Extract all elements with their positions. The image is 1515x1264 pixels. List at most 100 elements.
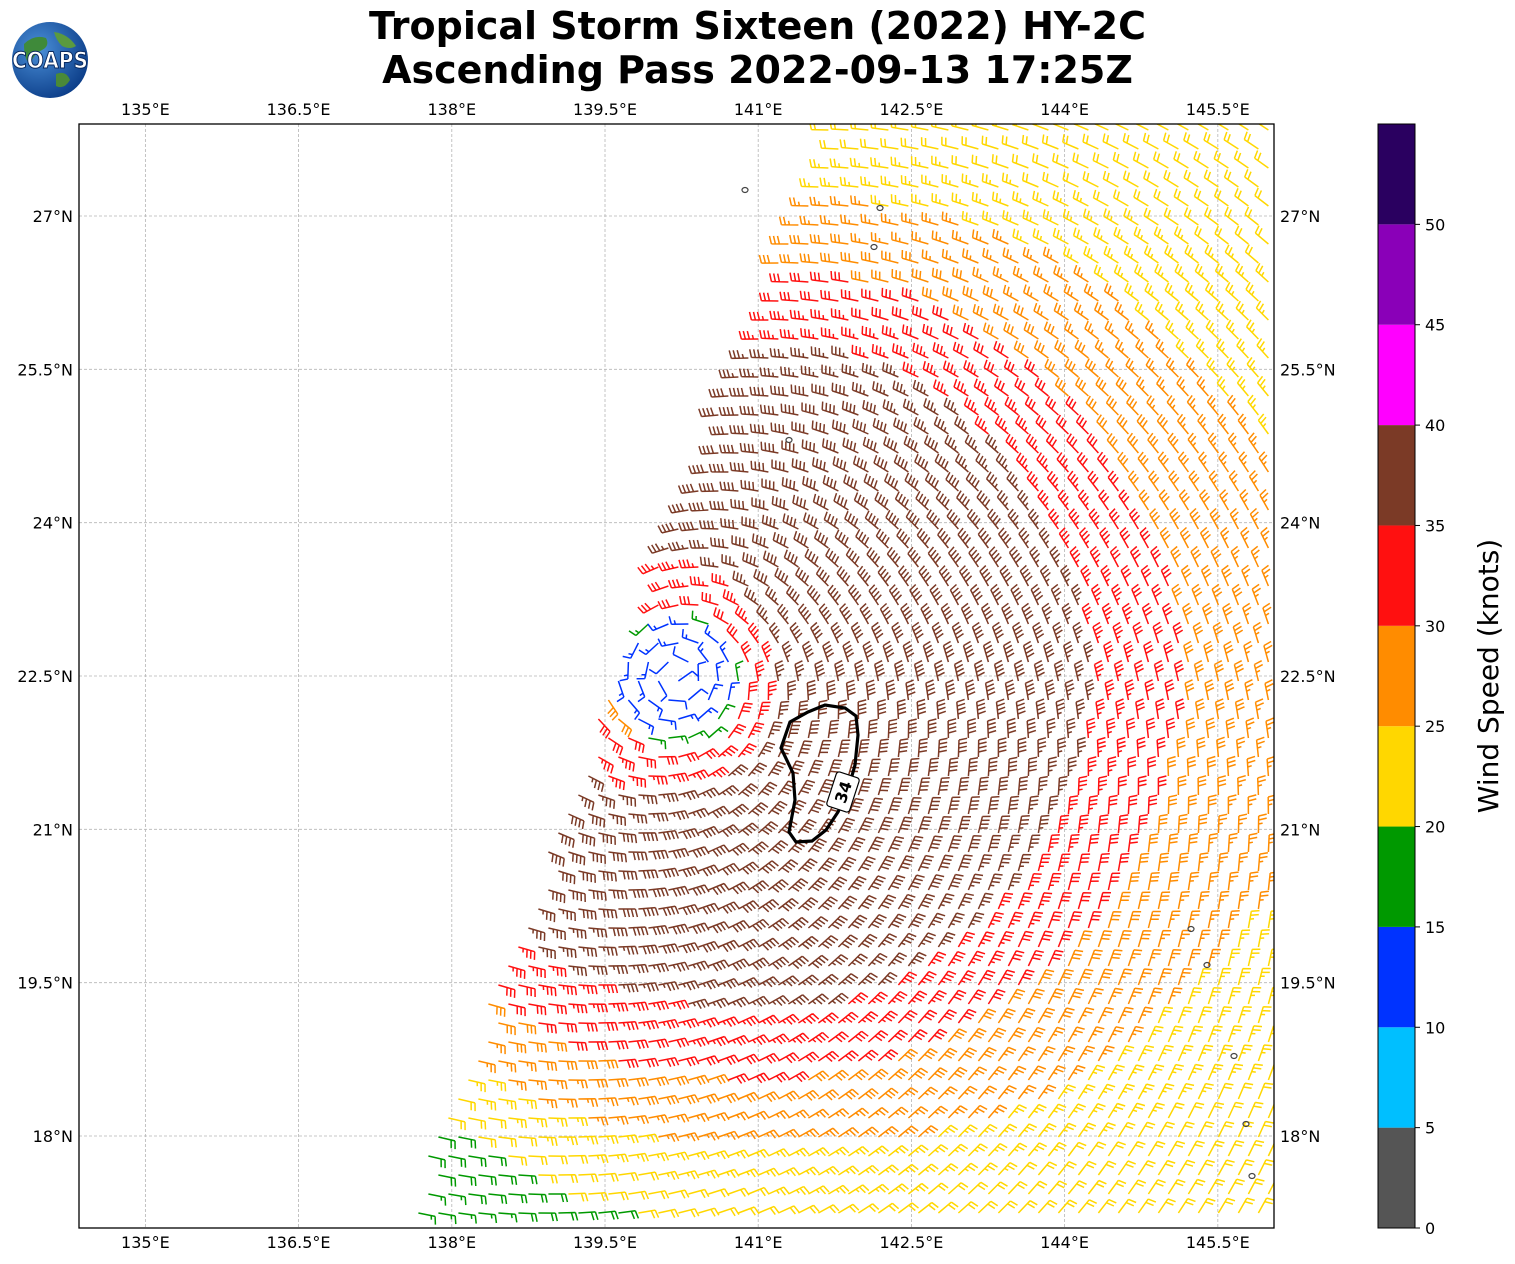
wind-barb bbox=[767, 761, 786, 777]
lon-tick-label: 141°E bbox=[734, 1233, 783, 1252]
wind-barb bbox=[867, 914, 887, 929]
wind-barb bbox=[777, 700, 790, 720]
wind-barb bbox=[1175, 338, 1189, 359]
wind-barb bbox=[1149, 508, 1161, 530]
wind-barb bbox=[1119, 527, 1131, 549]
wind-barb bbox=[1096, 451, 1109, 473]
wind-barb bbox=[538, 1174, 558, 1184]
wind-barb bbox=[1097, 775, 1108, 796]
wind-barb bbox=[528, 1079, 548, 1091]
wind-barb bbox=[973, 341, 989, 359]
wind-barb bbox=[713, 607, 729, 625]
wind-barb bbox=[1157, 891, 1171, 910]
colorbar-segment bbox=[1378, 726, 1415, 827]
wind-barb bbox=[1007, 873, 1023, 891]
wind-barb bbox=[988, 546, 1002, 568]
wind-barb bbox=[867, 758, 881, 777]
wind-barb bbox=[588, 1003, 609, 1013]
wind-barb bbox=[1217, 967, 1232, 986]
wind-barb bbox=[558, 1060, 578, 1071]
wind-barb bbox=[718, 862, 740, 876]
wind-barb bbox=[942, 640, 955, 663]
wind-barb bbox=[1007, 1065, 1027, 1081]
wind-barb bbox=[774, 660, 785, 682]
wind-barb bbox=[647, 623, 669, 632]
wind-barb bbox=[872, 381, 889, 397]
wind-barb bbox=[1154, 263, 1169, 283]
wind-barb bbox=[927, 718, 937, 738]
wind-barb bbox=[1176, 736, 1186, 758]
wind-barb bbox=[787, 916, 809, 931]
wind-barb bbox=[870, 157, 889, 169]
wind-barb bbox=[1257, 413, 1270, 435]
wind-barb bbox=[638, 1209, 660, 1219]
wind-barb bbox=[880, 175, 899, 188]
wind-barb bbox=[1072, 227, 1089, 245]
wind-barb bbox=[941, 174, 959, 188]
wind-barb bbox=[1137, 891, 1151, 910]
wind-barb bbox=[1164, 282, 1179, 302]
lat-tick-label: 22.5°N bbox=[1280, 667, 1336, 686]
wind-barb bbox=[538, 908, 556, 923]
wind-barb bbox=[718, 444, 739, 454]
wind-barb bbox=[628, 737, 645, 754]
wind-barb bbox=[957, 1162, 979, 1176]
wind-barb bbox=[859, 603, 873, 625]
wind-barb bbox=[1135, 338, 1149, 359]
wind-barb bbox=[840, 289, 859, 302]
wind-barb bbox=[729, 462, 749, 473]
wind-barb bbox=[1012, 265, 1029, 283]
wind-barb bbox=[1177, 451, 1190, 473]
wind-barb bbox=[1117, 1198, 1137, 1214]
wind-barb bbox=[932, 305, 949, 321]
wind-barb bbox=[708, 921, 730, 934]
wind-barb bbox=[927, 1028, 948, 1043]
wind-barb bbox=[1105, 395, 1119, 416]
wind-barb bbox=[947, 950, 966, 967]
wind-barb bbox=[698, 748, 720, 760]
wind-barb bbox=[1161, 602, 1173, 625]
wind-barb bbox=[1187, 871, 1200, 891]
wind-barb bbox=[1237, 813, 1248, 834]
wind-barb bbox=[937, 1047, 958, 1062]
wind-barb bbox=[428, 1155, 446, 1169]
wind-barb bbox=[808, 1147, 830, 1157]
wind-barb bbox=[808, 1185, 830, 1195]
wind-barb bbox=[885, 509, 900, 530]
wind-barb bbox=[771, 459, 789, 473]
wind-barb bbox=[767, 680, 777, 701]
wind-barb bbox=[578, 832, 596, 847]
wind-barb bbox=[658, 1094, 680, 1105]
colorbar-segment bbox=[1378, 324, 1415, 426]
wind-barb bbox=[728, 1073, 750, 1084]
wind-barb bbox=[916, 527, 931, 549]
wind-barb bbox=[887, 913, 907, 929]
wind-barb bbox=[668, 885, 690, 897]
wind-barb bbox=[769, 385, 789, 397]
wind-barb bbox=[1187, 833, 1199, 853]
wind-barb bbox=[818, 1127, 840, 1138]
wind-barb bbox=[1157, 929, 1172, 948]
wind-barb bbox=[897, 565, 912, 587]
wind-barb bbox=[1152, 621, 1163, 644]
wind-barb bbox=[969, 583, 983, 606]
wind-barb bbox=[1034, 377, 1049, 397]
wind-barb bbox=[1084, 679, 1095, 701]
wind-barb bbox=[871, 269, 889, 283]
wind-barb bbox=[1027, 1026, 1046, 1043]
wind-barb bbox=[1247, 394, 1259, 416]
wind-barb bbox=[1087, 872, 1101, 891]
wind-barb bbox=[828, 1184, 850, 1195]
wind-barb bbox=[1006, 717, 1017, 739]
wind-barb bbox=[967, 834, 982, 853]
wind-barb bbox=[1157, 775, 1167, 795]
wind-barb bbox=[1262, 602, 1272, 625]
wind-barb bbox=[1120, 564, 1132, 587]
wind-barb bbox=[1246, 356, 1259, 378]
wind-barb bbox=[1074, 339, 1089, 359]
wind-barb bbox=[759, 329, 779, 340]
wind-barb bbox=[1148, 470, 1160, 492]
wind-barb bbox=[1070, 583, 1082, 606]
wind-barb bbox=[1107, 833, 1120, 853]
wind-barb bbox=[974, 415, 989, 435]
